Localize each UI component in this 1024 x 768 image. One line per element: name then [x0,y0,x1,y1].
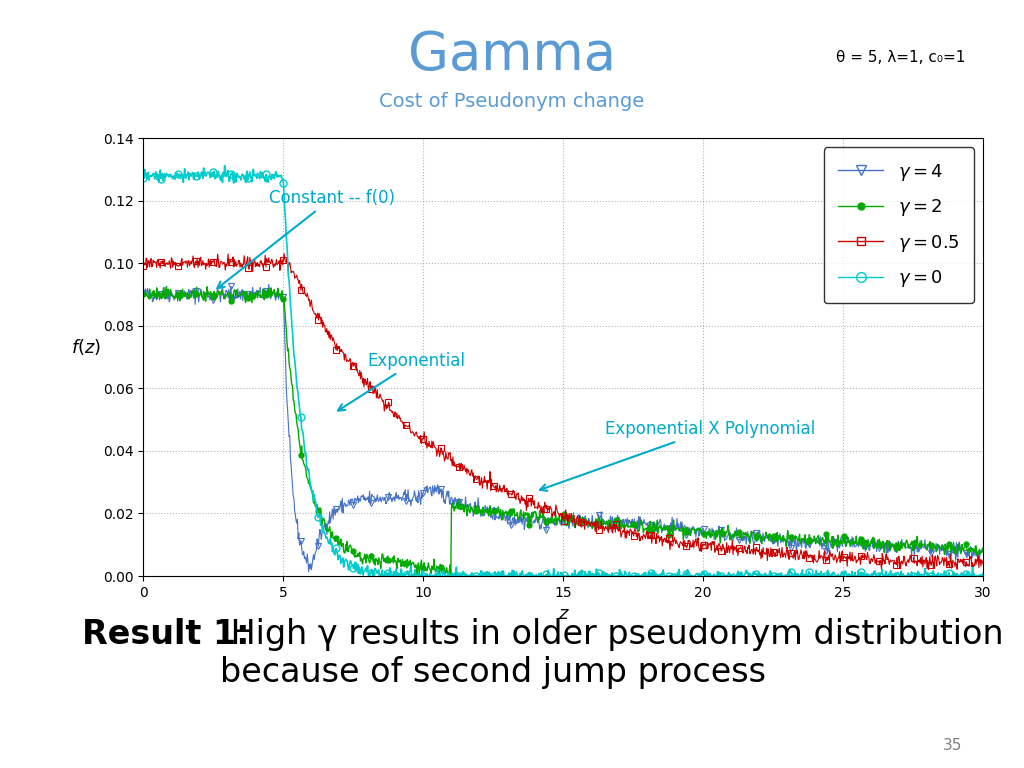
Text: θ = 5, λ=1, c₀=1: θ = 5, λ=1, c₀=1 [837,50,966,65]
Text: 35: 35 [943,737,963,753]
Text: Constant -- f(0): Constant -- f(0) [217,189,395,288]
Text: High γ results in older pseudonym distribution
because of second jump process: High γ results in older pseudonym distri… [220,618,1004,690]
Y-axis label: $f(z)$: $f(z)$ [71,337,101,357]
X-axis label: z: z [558,605,568,624]
Text: Result 1:: Result 1: [82,618,250,651]
Text: Cost of Pseudonym change: Cost of Pseudonym change [379,92,645,111]
Text: Gamma: Gamma [408,28,616,81]
Legend: $\gamma = 4$, $\gamma = 2$, $\gamma = 0.5$, $\gamma = 0$: $\gamma = 4$, $\gamma = 2$, $\gamma = 0.… [823,147,974,303]
Text: Exponential X Polynomial: Exponential X Polynomial [540,420,815,491]
Text: Exponential: Exponential [338,352,465,411]
